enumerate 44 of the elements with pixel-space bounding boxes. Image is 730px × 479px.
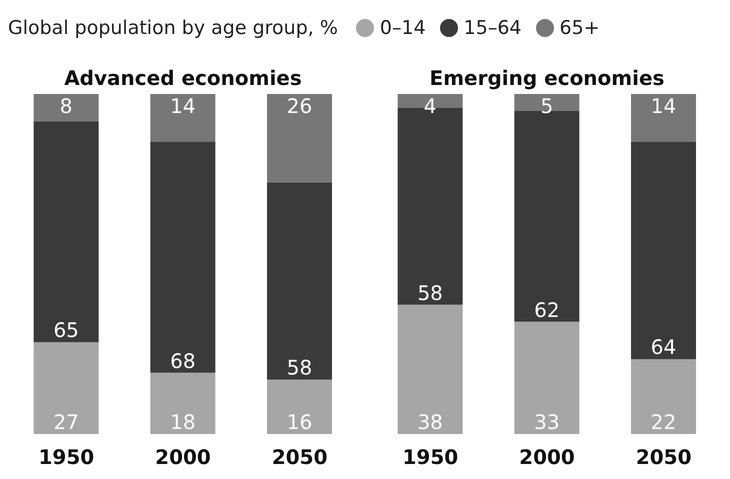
chart-title: Emerging economies [428, 66, 666, 92]
bar [150, 94, 216, 142]
legend-label: 15–64 [464, 17, 522, 39]
data-label: 14 [650, 94, 676, 118]
x-tick-label: 1950 [402, 445, 458, 470]
bar [514, 322, 580, 434]
data-label: 58 [417, 280, 443, 305]
data-label: 4 [424, 94, 437, 118]
bar [267, 380, 332, 434]
bar [631, 94, 696, 142]
bar [34, 121, 99, 342]
data-label: 22 [650, 410, 676, 434]
data-label: 58 [286, 356, 312, 380]
x-tick-label: 2000 [519, 445, 575, 470]
data-label: 14 [170, 94, 196, 118]
bar [150, 372, 216, 434]
data-label: 38 [417, 410, 443, 434]
data-label: 65 [53, 318, 79, 342]
data-label: 64 [650, 335, 676, 360]
x-tick-label: 1950 [38, 445, 94, 470]
data-label: 27 [53, 410, 79, 434]
chart-title: Advanced economies [63, 66, 303, 92]
bar [150, 142, 216, 373]
bar [398, 304, 463, 434]
legend-title: Global population by age group, % [8, 17, 338, 39]
x-tick-label: 2050 [272, 445, 328, 470]
x-tick-label: 2050 [636, 445, 692, 470]
data-label: 18 [170, 410, 196, 434]
x-tick-label: 2000 [155, 445, 211, 470]
data-label: 26 [286, 94, 312, 118]
legend-label: 0–14 [380, 17, 426, 39]
bar [34, 94, 99, 122]
bar [34, 342, 99, 434]
bar [631, 359, 696, 434]
legend-label: 65+ [560, 17, 600, 39]
bar [267, 182, 332, 380]
bar [631, 142, 696, 360]
data-label: 8 [60, 94, 73, 118]
data-label: 62 [534, 298, 560, 322]
bar [267, 94, 332, 182]
data-label: 5 [540, 94, 554, 118]
data-label: 68 [170, 348, 196, 373]
data-label: 33 [534, 410, 560, 434]
data-label: 16 [286, 410, 312, 434]
